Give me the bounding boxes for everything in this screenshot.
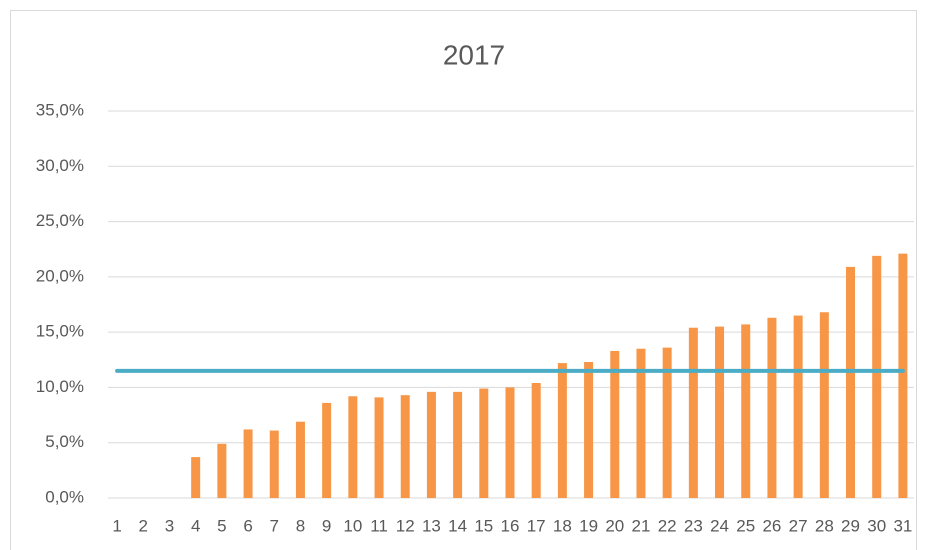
bar [688, 327, 698, 498]
x-tick-label: 22 [658, 516, 677, 535]
x-tick-label: 6 [243, 516, 252, 535]
bar [636, 348, 646, 498]
chart-border [10, 10, 917, 550]
y-tick-label: 10,0% [36, 377, 84, 396]
x-tick-label: 28 [815, 516, 834, 535]
bar [767, 317, 777, 498]
x-tick-label: 30 [867, 516, 886, 535]
x-tick-label: 5 [217, 516, 226, 535]
x-tick-label: 24 [710, 516, 729, 535]
x-tick-label: 20 [605, 516, 624, 535]
x-tick-label: 10 [343, 516, 362, 535]
x-tick-label: 31 [893, 516, 912, 535]
bar [479, 388, 489, 498]
x-tick-label: 7 [270, 516, 279, 535]
bar [584, 361, 594, 498]
x-tick-label: 18 [553, 516, 572, 535]
x-tick-label: 29 [841, 516, 860, 535]
bar [819, 312, 829, 498]
bar [243, 429, 253, 498]
bar [846, 266, 856, 498]
x-tick-label: 19 [579, 516, 598, 535]
x-tick-label: 3 [165, 516, 174, 535]
bar [217, 443, 227, 498]
bar [557, 363, 567, 498]
x-tick-label: 23 [684, 516, 703, 535]
y-tick-label: 0,0% [45, 487, 84, 506]
bar [269, 430, 279, 498]
bar [191, 457, 201, 498]
y-tick-label: 20,0% [36, 266, 84, 285]
x-tick-label: 9 [322, 516, 331, 535]
bar [715, 326, 725, 498]
x-tick-label: 25 [736, 516, 755, 535]
bar [348, 396, 358, 498]
x-tick-label: 16 [501, 516, 520, 535]
x-tick-label: 26 [762, 516, 781, 535]
bar [505, 387, 515, 498]
x-tick-label: 2 [139, 516, 148, 535]
x-tick-label: 12 [396, 516, 415, 535]
y-tick-label: 30,0% [36, 156, 84, 175]
x-tick-label: 8 [296, 516, 305, 535]
bar [400, 395, 410, 498]
bar [531, 383, 541, 498]
bar [898, 253, 908, 498]
bar [453, 391, 463, 498]
bar [322, 402, 332, 498]
y-tick-label: 5,0% [45, 432, 84, 451]
x-tick-label: 21 [632, 516, 651, 535]
x-tick-label: 13 [422, 516, 441, 535]
x-tick-label: 4 [191, 516, 200, 535]
x-tick-label: 17 [527, 516, 546, 535]
bar [741, 324, 751, 498]
x-tick-label: 11 [370, 516, 388, 535]
bar [295, 421, 305, 498]
bar [374, 397, 384, 498]
bar [793, 315, 803, 498]
bar [872, 255, 882, 498]
x-tick-label: 1 [112, 516, 121, 535]
x-tick-label: 15 [474, 516, 493, 535]
bar [426, 391, 436, 498]
y-tick-label: 15,0% [36, 322, 84, 341]
bar [610, 350, 620, 498]
x-tick-label: 14 [448, 516, 467, 535]
chart-title: 2017 [443, 39, 505, 70]
x-tick-label: 27 [789, 516, 808, 535]
y-tick-label: 35,0% [36, 100, 84, 119]
bar [662, 347, 672, 498]
y-tick-label: 25,0% [36, 211, 84, 230]
